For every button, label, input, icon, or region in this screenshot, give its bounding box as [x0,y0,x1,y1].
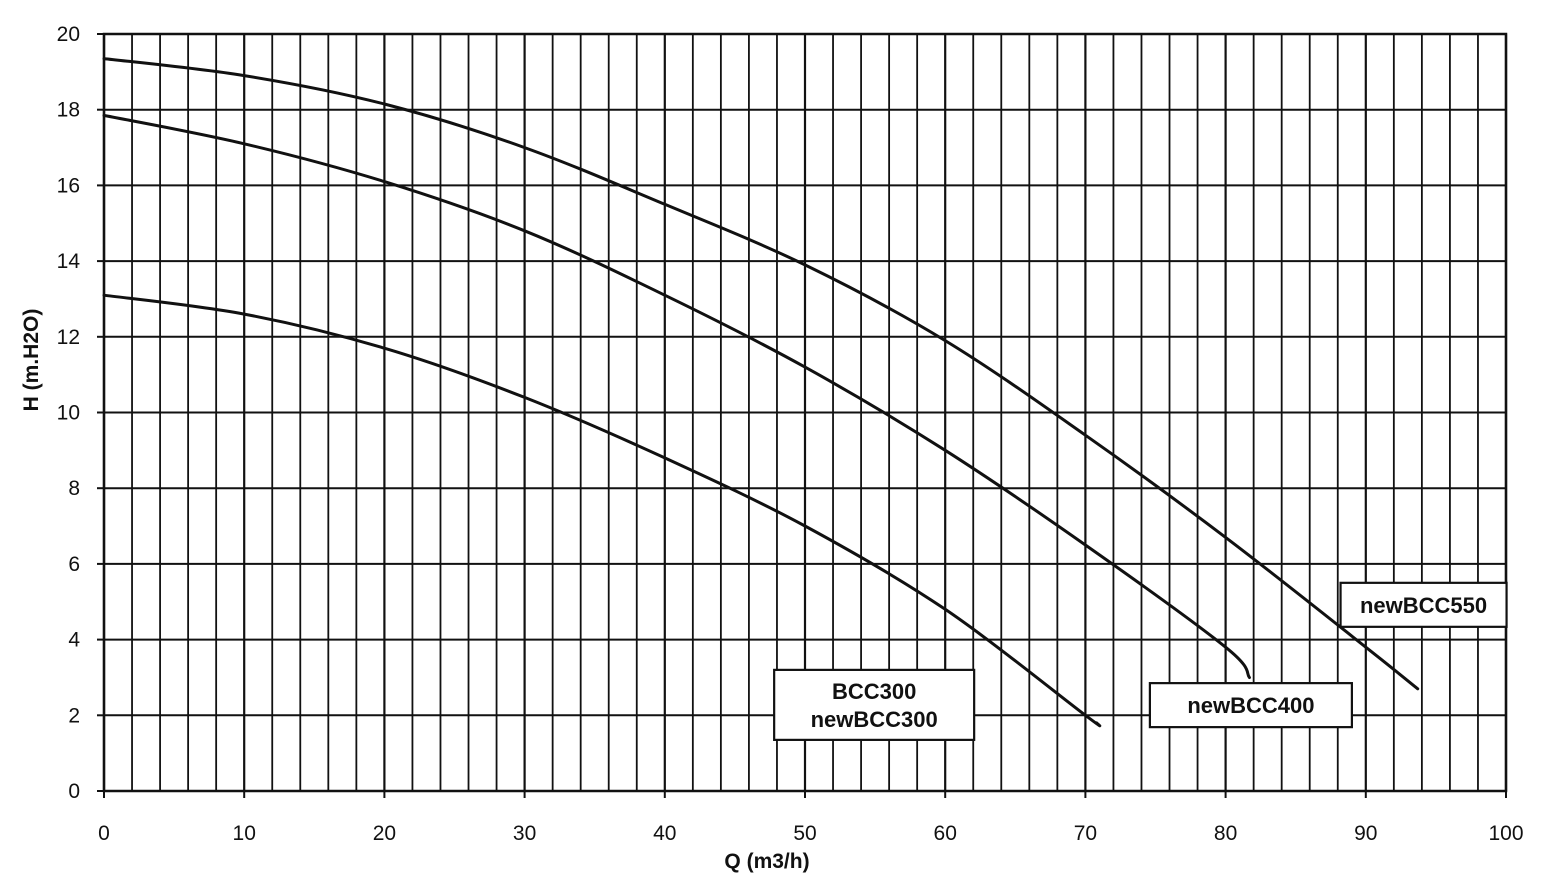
y-tick-label: 16 [57,174,80,197]
x-tick-label: 100 [1488,822,1523,845]
label-box-bcc300-newbcc300: BCC300 newBCC300 [773,668,976,741]
y-tick-label: 6 [68,553,80,576]
series-label-text: newBCC400 [1187,693,1314,718]
series-label-text: BCC300 [832,679,916,704]
x-tick-label: 60 [934,822,957,845]
curve-bcc300-newbcc300 [102,293,1102,728]
x-tick-label: 70 [1074,822,1097,845]
series-lines [102,57,1420,728]
axes [97,32,1508,798]
y-tick-label: 14 [57,250,81,273]
x-axis-title: Q (m3/h) [724,850,809,873]
series-label-text: newBCC300 [811,707,938,732]
x-tick-label: 20 [373,822,396,845]
series-labels: newBCC550 newBCC400 BCC300 newBCC300 [773,581,1508,741]
label-box-newbcc550: newBCC550 [1339,581,1508,628]
y-tick-labels: 0 2 4 6 8 10 12 14 16 18 20 [57,23,81,803]
label-box-frame [1148,682,1353,729]
series-label-text: newBCC550 [1360,593,1487,618]
x-tick-label: 40 [653,822,676,845]
y-tick-label: 20 [57,23,80,46]
curve-newbcc400 [102,113,1251,679]
y-tick-label: 2 [68,704,80,727]
label-box-frame [1339,581,1508,628]
y-tick-label: 0 [68,780,80,803]
y-tick-label: 8 [68,477,80,500]
x-tick-label: 30 [513,822,536,845]
label-box-newbcc400: newBCC400 [1148,682,1353,729]
x-tick-label: 0 [98,822,110,845]
x-tick-label: 80 [1214,822,1237,845]
x-tick-labels: 0 10 20 30 40 50 60 70 80 90 100 [98,822,1523,845]
y-tick-label: 4 [68,629,80,652]
x-tick-label: 10 [233,822,256,845]
x-tick-label: 90 [1354,822,1377,845]
y-tick-label: 10 [57,402,80,425]
curve-newbcc550 [102,57,1420,691]
y-tick-label: 18 [57,99,80,122]
label-box-frame [773,668,976,741]
y-tick-label: 12 [57,326,80,349]
x-tick-label: 50 [793,822,816,845]
y-axis-title: H (m.H2O) [20,309,43,412]
